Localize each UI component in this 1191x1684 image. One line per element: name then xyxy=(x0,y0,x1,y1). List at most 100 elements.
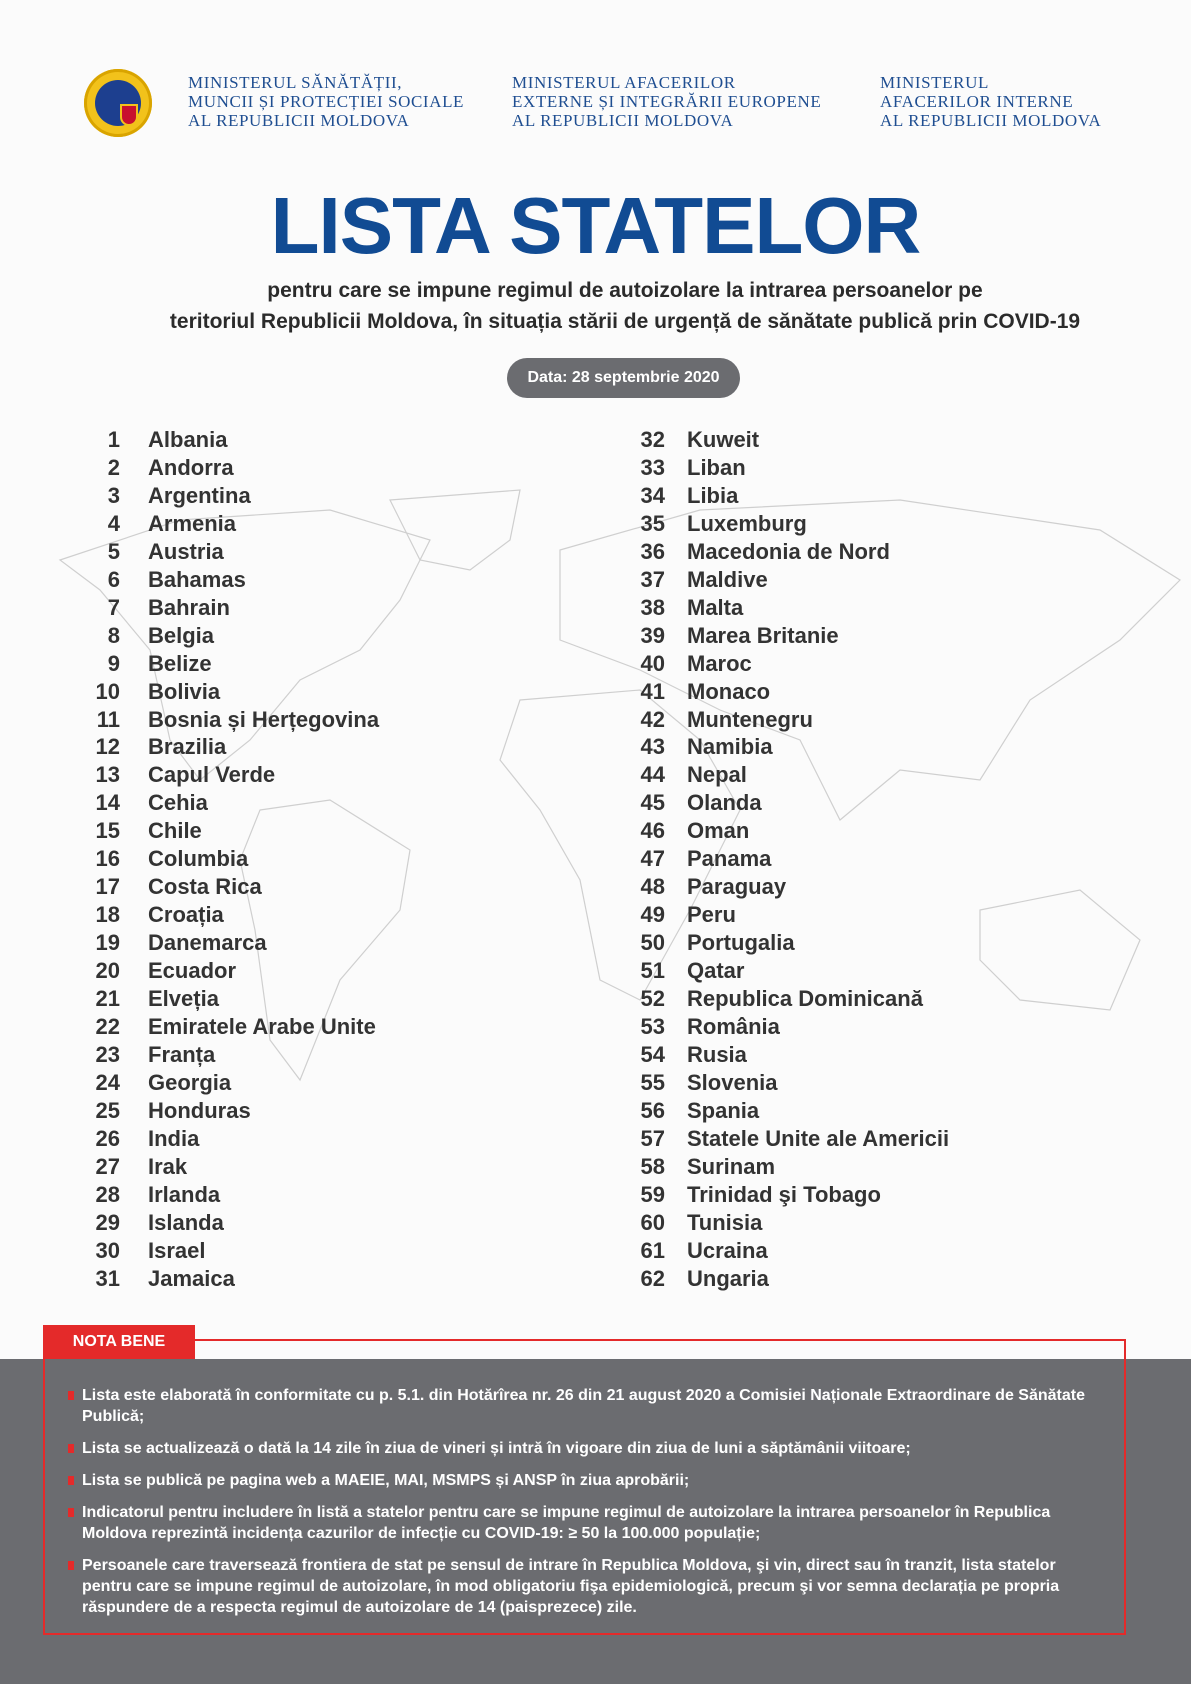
country-number: 11 xyxy=(96,706,120,732)
country-name: Maroc xyxy=(687,650,752,676)
country-name: Costa Rica xyxy=(148,874,262,900)
country-number: 34 xyxy=(640,482,665,508)
country-name: Rusia xyxy=(687,1041,747,1067)
bullet-icon xyxy=(68,1444,74,1453)
ministry-internal-affairs: MINISTERUL AFACERILOR INTERNE AL REPUBLI… xyxy=(880,73,1101,130)
country-row: 2 Andorra xyxy=(0,454,1191,482)
country-number: 15 xyxy=(95,818,120,844)
country-number: 20 xyxy=(95,958,120,984)
country-number: 57 xyxy=(640,1125,665,1151)
nota-bene-label: NOTA BENE xyxy=(43,1325,195,1359)
country-name: Statele Unite ale Americii xyxy=(687,1125,950,1151)
country-row: 38 Malta xyxy=(0,594,1191,622)
bullet-icon xyxy=(68,1476,74,1485)
country-number: 21 xyxy=(95,986,120,1011)
country-number: 61 xyxy=(640,1237,665,1263)
country-number: 42 xyxy=(640,706,665,732)
country-number: 4 xyxy=(107,510,120,536)
country-name: Emiratele Arabe Unite xyxy=(148,1013,376,1039)
country-name: Olanda xyxy=(687,790,762,816)
ministry-health: MINISTERUL SĂNĂTĂȚII, MUNCII ȘI PROTECȚI… xyxy=(188,73,464,130)
country-row: 32 Kuweit xyxy=(0,426,1191,454)
country-name: Israel xyxy=(148,1237,206,1263)
country-name: Oman xyxy=(687,818,750,844)
country-name: Austria xyxy=(148,538,224,564)
country-row: 23 Franța xyxy=(0,1041,1191,1069)
country-number: 41 xyxy=(640,678,665,704)
country-number: 30 xyxy=(95,1237,120,1263)
country-row: 10 Bolivia xyxy=(0,678,1191,706)
country-name: Surinam xyxy=(687,1153,776,1179)
country-name: Belgia xyxy=(148,622,215,648)
note-text: Persoanele care traversează frontiera de… xyxy=(82,1557,1060,1616)
country-name: Ucraina xyxy=(687,1237,768,1263)
bullet-icon xyxy=(68,1561,74,1570)
country-number: 35 xyxy=(640,510,665,536)
country-name: Qatar xyxy=(687,958,745,984)
country-name: Namibia xyxy=(687,734,773,760)
country-row: 1 Albania xyxy=(0,426,1191,454)
country-row: 20 Ecuador xyxy=(0,957,1191,985)
country-name: Danemarca xyxy=(148,930,267,956)
country-name: Croația xyxy=(148,902,224,928)
country-name: Irlanda xyxy=(148,1181,221,1207)
page-title: LISTA STATELOR xyxy=(270,181,922,270)
ministry-foreign-affairs: MINISTERUL AFACERILOR EXTERNE ȘI INTEGRĂ… xyxy=(512,73,821,130)
country-name: Ungaria xyxy=(687,1265,769,1291)
country-number: 53 xyxy=(640,1013,665,1039)
south-america-outline xyxy=(239,799,411,1082)
country-number: 45 xyxy=(640,790,665,816)
country-number: 60 xyxy=(640,1209,665,1235)
country-number: 17 xyxy=(95,874,120,900)
country-number: 2 xyxy=(107,454,120,480)
country-name: Marea Britanie xyxy=(687,622,839,648)
country-number: 44 xyxy=(640,762,665,788)
country-name: Liban xyxy=(687,454,746,480)
country-row: 39 Marea Britanie xyxy=(0,622,1191,650)
country-row: 11 Bosnia și Herțegovina xyxy=(0,706,1191,734)
country-name: Cehia xyxy=(148,790,208,816)
country-name: Macedonia de Nord xyxy=(687,538,890,564)
ministry-line: AL REPUBLICII MOLDOVA xyxy=(188,111,410,130)
country-number: 43 xyxy=(640,734,665,760)
country-row: 56 Spania xyxy=(0,1097,1191,1125)
country-name: Albania xyxy=(148,427,228,452)
country-row: 15 Chile xyxy=(0,817,1191,845)
country-name: Bosnia și Herțegovina xyxy=(148,706,380,732)
subtitle-line: pentru care se impune regimul de autoizo… xyxy=(267,279,983,302)
country-name: Bahamas xyxy=(148,566,246,592)
country-number: 6 xyxy=(107,566,120,592)
country-number: 48 xyxy=(640,874,665,900)
africa-outline xyxy=(499,689,741,1001)
country-number: 46 xyxy=(640,818,665,844)
note-item: Lista se publică pe pagina web a MAEIE, … xyxy=(68,1470,1090,1491)
country-number: 56 xyxy=(640,1097,665,1123)
nota-bene-list: Lista este elaborată în conformitate cu … xyxy=(68,1385,1090,1629)
country-name: Peru xyxy=(687,902,736,928)
country-row: 49 Peru xyxy=(0,901,1191,929)
country-number: 7 xyxy=(107,594,120,620)
country-name: România xyxy=(687,1013,780,1039)
country-row: 60 Tunisia xyxy=(0,1209,1191,1237)
country-row: 8 Belgia xyxy=(0,622,1191,650)
country-name: Bolivia xyxy=(148,678,221,704)
country-number: 40 xyxy=(640,650,665,676)
country-name: Panama xyxy=(687,846,772,872)
country-number: 54 xyxy=(640,1041,665,1067)
country-row: 14 Cehia xyxy=(0,789,1191,817)
country-name: Ecuador xyxy=(148,958,237,984)
world-map-background xyxy=(58,489,1181,1082)
note-text: Indicatorul pentru includere în listă a … xyxy=(82,1504,1051,1542)
country-row: 37 Maldive xyxy=(0,566,1191,594)
country-row: 16 Columbia xyxy=(0,845,1191,873)
country-row: 24 Georgia xyxy=(0,1069,1191,1097)
country-row: 9 Belize xyxy=(0,650,1191,678)
country-row: 62 Ungaria xyxy=(0,1265,1191,1293)
nota-bene-frame xyxy=(43,1339,1126,1635)
country-name: Republica Dominicană xyxy=(687,986,923,1011)
country-number: 49 xyxy=(640,902,665,928)
country-row: 27 Irak xyxy=(0,1153,1191,1181)
country-row: 13 Capul Verde xyxy=(0,761,1191,789)
country-row: 57 Statele Unite ale Americii xyxy=(0,1125,1191,1153)
date-badge: Data: 28 septembrie 2020 xyxy=(507,358,740,398)
